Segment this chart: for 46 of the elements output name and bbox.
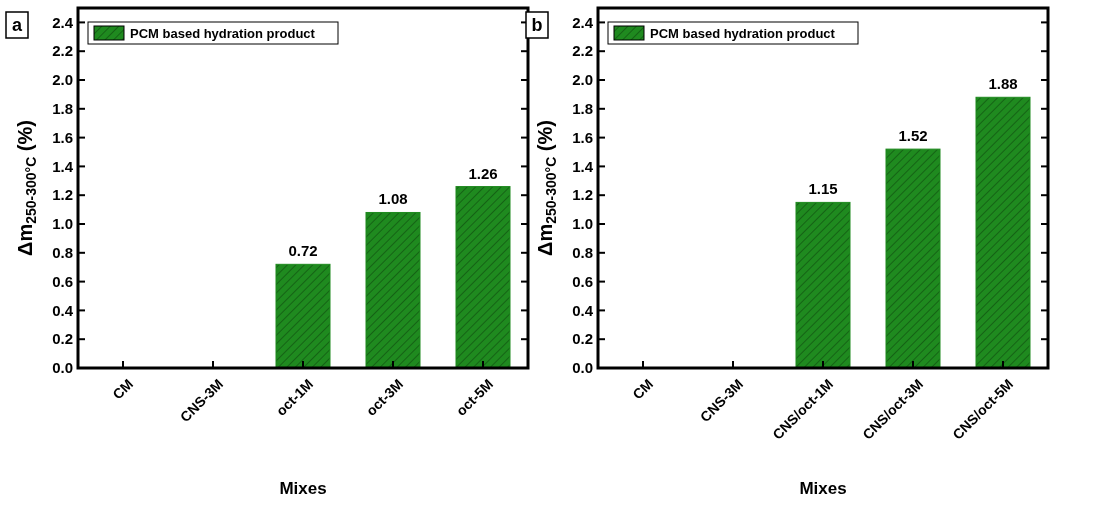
y-tick-label: 1.6 xyxy=(572,128,593,146)
y-tick-label: 2.4 xyxy=(572,13,594,31)
legend-label: PCM based hydration product xyxy=(130,25,316,41)
y-tick-label: 1.0 xyxy=(52,215,73,233)
y-tick-label: 1.8 xyxy=(572,100,593,118)
y-tick-label: 0.6 xyxy=(52,272,73,290)
x-tick-label: CM xyxy=(629,375,657,403)
y-tick-label: 1.6 xyxy=(52,128,73,146)
y-tick-label: 2.2 xyxy=(52,42,73,60)
bar xyxy=(975,96,1031,369)
x-axis-title: Mixes xyxy=(279,479,327,498)
y-tick-label: 2.2 xyxy=(572,42,593,60)
y-tick-label: 0.6 xyxy=(572,272,593,290)
bar xyxy=(795,201,851,369)
y-tick-label: 2.0 xyxy=(52,71,73,89)
y-tick-label: 0.0 xyxy=(52,359,73,377)
y-tick-label: 1.0 xyxy=(572,215,593,233)
y-tick-label: 0.8 xyxy=(52,244,73,262)
x-tick-label: CM xyxy=(109,375,137,403)
y-tick-label: 2.0 xyxy=(572,71,593,89)
text: b xyxy=(531,15,543,35)
y-tick-label: 0.0 xyxy=(572,359,593,377)
y-tick-label: 1.4 xyxy=(572,157,594,175)
bar xyxy=(365,211,421,369)
x-axis-title: Mixes xyxy=(799,479,847,498)
data-label: 1.08 xyxy=(378,190,408,208)
data-label: 1.26 xyxy=(468,164,498,182)
bar xyxy=(885,148,941,369)
y-tick-label: 0.2 xyxy=(572,330,593,348)
y-tick-label: 1.2 xyxy=(52,186,73,204)
y-tick-label: 1.8 xyxy=(52,100,73,118)
y-tick-label: 0.4 xyxy=(52,301,74,319)
y-tick-label: 0.4 xyxy=(572,301,594,319)
bar xyxy=(275,263,331,369)
y-tick-label: 0.2 xyxy=(52,330,73,348)
y-tick-label: 1.4 xyxy=(52,157,74,175)
data-label: 1.52 xyxy=(898,127,928,145)
y-tick-label: 0.8 xyxy=(572,244,593,262)
legend-label: PCM based hydration product xyxy=(650,25,836,41)
data-label: 0.72 xyxy=(288,242,318,260)
bar xyxy=(455,186,511,369)
y-tick-label: 2.4 xyxy=(52,13,74,31)
data-label: 1.88 xyxy=(988,75,1018,93)
y-tick-label: 1.2 xyxy=(572,186,593,204)
text: a xyxy=(11,15,23,35)
data-label: 1.15 xyxy=(808,180,838,198)
